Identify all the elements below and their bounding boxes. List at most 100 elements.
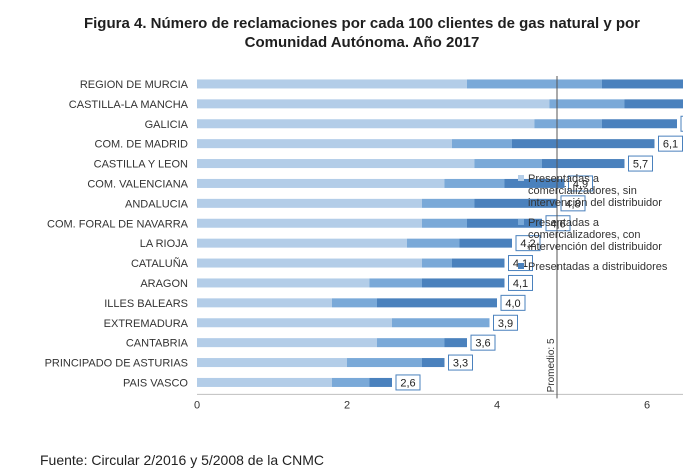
legend-label-line: Presentadas a distribuidores — [528, 261, 668, 273]
legend-swatch-series-1 — [518, 175, 524, 181]
legend-label-line: comercializadores, sin — [528, 185, 637, 197]
total-label: 3,9 — [498, 318, 513, 330]
bar-segment-series-1 — [197, 238, 407, 248]
legend-label-line: comercializadores, con — [528, 229, 641, 241]
bar-segment-series-3 — [422, 358, 445, 368]
chart-title-line-1: Figura 4. Número de reclamaciones por ca… — [83, 15, 641, 32]
bar-segment-series-1 — [197, 258, 422, 268]
bar-segment-series-3 — [467, 218, 542, 228]
total-label: 5,7 — [633, 159, 648, 171]
total-label: 3,6 — [475, 338, 490, 350]
category-label: COM. DE MADRID — [95, 139, 189, 151]
bar-segment-series-2 — [392, 318, 490, 328]
category-label: REGION DE MURCIA — [80, 79, 189, 91]
legend-label-line: Presentadas a — [528, 173, 600, 185]
x-tick-label: 4 — [494, 399, 500, 411]
bar-segment-series-3 — [504, 178, 565, 188]
chart-title-line-2: Comunidad Autónoma. Año 2017 — [244, 34, 480, 51]
average-line-label: Promedio: 5 — [546, 338, 557, 392]
legend-label-line: intervención del distribuidor — [528, 197, 662, 209]
bar-segment-series-3 — [602, 79, 683, 89]
total-label: 3,3 — [453, 358, 468, 370]
total-label-box — [448, 354, 473, 371]
category-label: CASTILLA-LA MANCHA — [69, 99, 189, 111]
total-label: 4,0 — [505, 298, 520, 310]
total-label-box — [508, 274, 533, 291]
total-label-box — [545, 215, 571, 232]
total-label-box — [515, 235, 541, 252]
bar-segment-series-3 — [369, 377, 392, 387]
bar-segment-series-2 — [407, 238, 460, 248]
category-label: CANTABRIA — [126, 338, 189, 350]
bar-segment-series-1 — [197, 139, 452, 149]
total-label-box — [568, 175, 593, 192]
bar-segment-series-1 — [197, 178, 445, 188]
total-label-box — [395, 374, 421, 391]
total-label: 6,1 — [663, 139, 678, 151]
category-label: ARAGON — [140, 278, 188, 290]
category-label: COM. FORAL DE NAVARRA — [47, 218, 189, 230]
bar-segment-series-1 — [197, 198, 422, 208]
x-tick-label: 0 — [194, 399, 200, 411]
total-label: 4,6 — [550, 218, 565, 230]
category-label: CASTILLA Y LEON — [94, 159, 188, 171]
bar-segment-series-1 — [197, 338, 377, 348]
bar-segment-series-2 — [422, 258, 452, 268]
bar-segment-series-1 — [197, 79, 467, 89]
category-label: ANDALUCIA — [125, 198, 189, 210]
bar-segment-series-3 — [512, 139, 655, 149]
chart-title: Figura 4. Número de reclamaciones por ca… — [60, 14, 664, 52]
bar-segment-series-2 — [422, 198, 475, 208]
bar-segment-series-1 — [197, 358, 347, 368]
category-label: LA RIOJA — [140, 238, 189, 250]
bar-segment-series-1 — [197, 119, 535, 129]
bar-segment-series-1 — [197, 99, 550, 109]
bar-segment-series-1 — [197, 377, 332, 387]
bar-segment-series-2 — [332, 377, 370, 387]
total-label: 4,2 — [520, 238, 535, 250]
bar-segment-series-3 — [474, 198, 557, 208]
legend-label-line: intervención del distribuidor — [528, 241, 662, 253]
bar-segment-series-2 — [549, 99, 625, 109]
bar-segment-series-2 — [452, 139, 512, 149]
category-label: CATALUÑA — [131, 257, 189, 270]
bar-segment-series-3 — [422, 278, 505, 288]
total-label-box — [628, 155, 653, 172]
bar-segment-series-2 — [534, 119, 602, 129]
bar-segment-series-2 — [444, 178, 505, 188]
legend-swatch-series-2 — [518, 219, 524, 225]
category-label: PAIS VASCO — [123, 377, 188, 389]
bar-segment-series-3 — [624, 99, 683, 109]
total-label: 4,8 — [565, 198, 580, 210]
bar-segment-series-2 — [369, 278, 422, 288]
total-label-box — [680, 115, 683, 132]
category-label: ILLES BALEARS — [104, 298, 188, 310]
bar-segment-series-3 — [542, 159, 625, 169]
bar-segment-series-2 — [377, 338, 445, 348]
bar-segment-series-3 — [452, 258, 505, 268]
total-label-box — [500, 294, 526, 311]
bar-segment-series-1 — [197, 278, 370, 288]
total-label: 4,9 — [573, 178, 588, 190]
bar-segment-series-1 — [197, 218, 422, 228]
bar-segment-series-3 — [377, 298, 497, 308]
bar-segment-series-2 — [347, 358, 422, 368]
total-label: 4,1 — [513, 278, 528, 290]
bar-segment-series-2 — [474, 159, 542, 169]
source-note: Fuente: Circular 2/2016 y 5/2008 de la C… — [40, 452, 325, 468]
bar-segment-series-3 — [459, 238, 512, 248]
category-label: PRINCIPADO DE ASTURIAS — [45, 358, 188, 370]
category-label: EXTREMADURA — [104, 318, 189, 330]
bar-segment-series-1 — [197, 318, 392, 328]
bar-segment-series-3 — [602, 119, 677, 129]
x-tick-label: 6 — [644, 399, 650, 411]
category-label: GALICIA — [145, 119, 189, 131]
bar-segment-series-1 — [197, 159, 475, 169]
total-label-box — [493, 314, 518, 331]
x-tick-label: 2 — [344, 399, 350, 411]
legend-swatch-series-3 — [518, 263, 524, 269]
total-label-box — [470, 334, 496, 351]
bar-segment-series-2 — [422, 218, 467, 228]
bar-segment-series-2 — [332, 298, 377, 308]
